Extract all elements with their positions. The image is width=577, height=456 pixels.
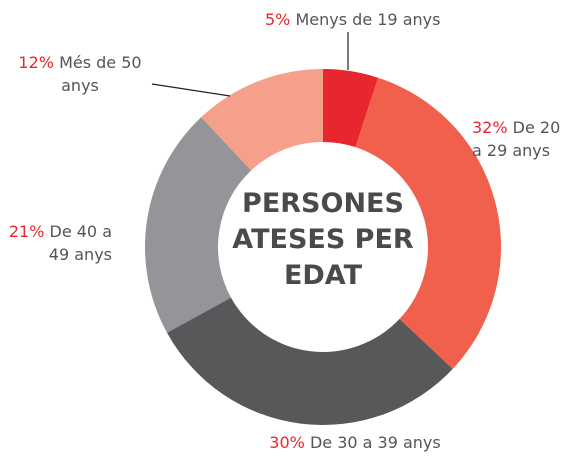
label: 5% Menys de 19 anys <box>265 8 485 31</box>
category-label: Més de 50 anys <box>59 53 142 95</box>
donut-segment <box>144 117 252 333</box>
category-label: De 20 a 29 anys <box>472 118 561 160</box>
value-label: 30% <box>269 433 305 452</box>
value-label: 32% <box>472 118 508 137</box>
donut-segment <box>201 69 323 171</box>
label: 30% De 30 a 39 anys <box>245 431 465 454</box>
value-label: 21% <box>8 222 45 241</box>
donut-segment <box>167 297 453 425</box>
label: 12% Més de 50 anys <box>0 51 160 97</box>
value-label: 12% <box>18 53 54 72</box>
category-label: De 30 a 39 anys <box>309 433 441 452</box>
center-title: PERSONES ATESES PER EDAT <box>232 188 414 291</box>
category-label: De 40 a 49 anys <box>48 222 112 264</box>
leader-line <box>151 83 231 97</box>
category-label: Menys de 19 anys <box>295 10 441 29</box>
value-label: 5% <box>265 10 291 29</box>
donut-segment <box>323 69 379 148</box>
label: 21% De 40 a 49 anys <box>8 220 112 266</box>
label: 32% De 20 a 29 anys <box>472 116 572 162</box>
donut-segment <box>355 77 502 369</box>
